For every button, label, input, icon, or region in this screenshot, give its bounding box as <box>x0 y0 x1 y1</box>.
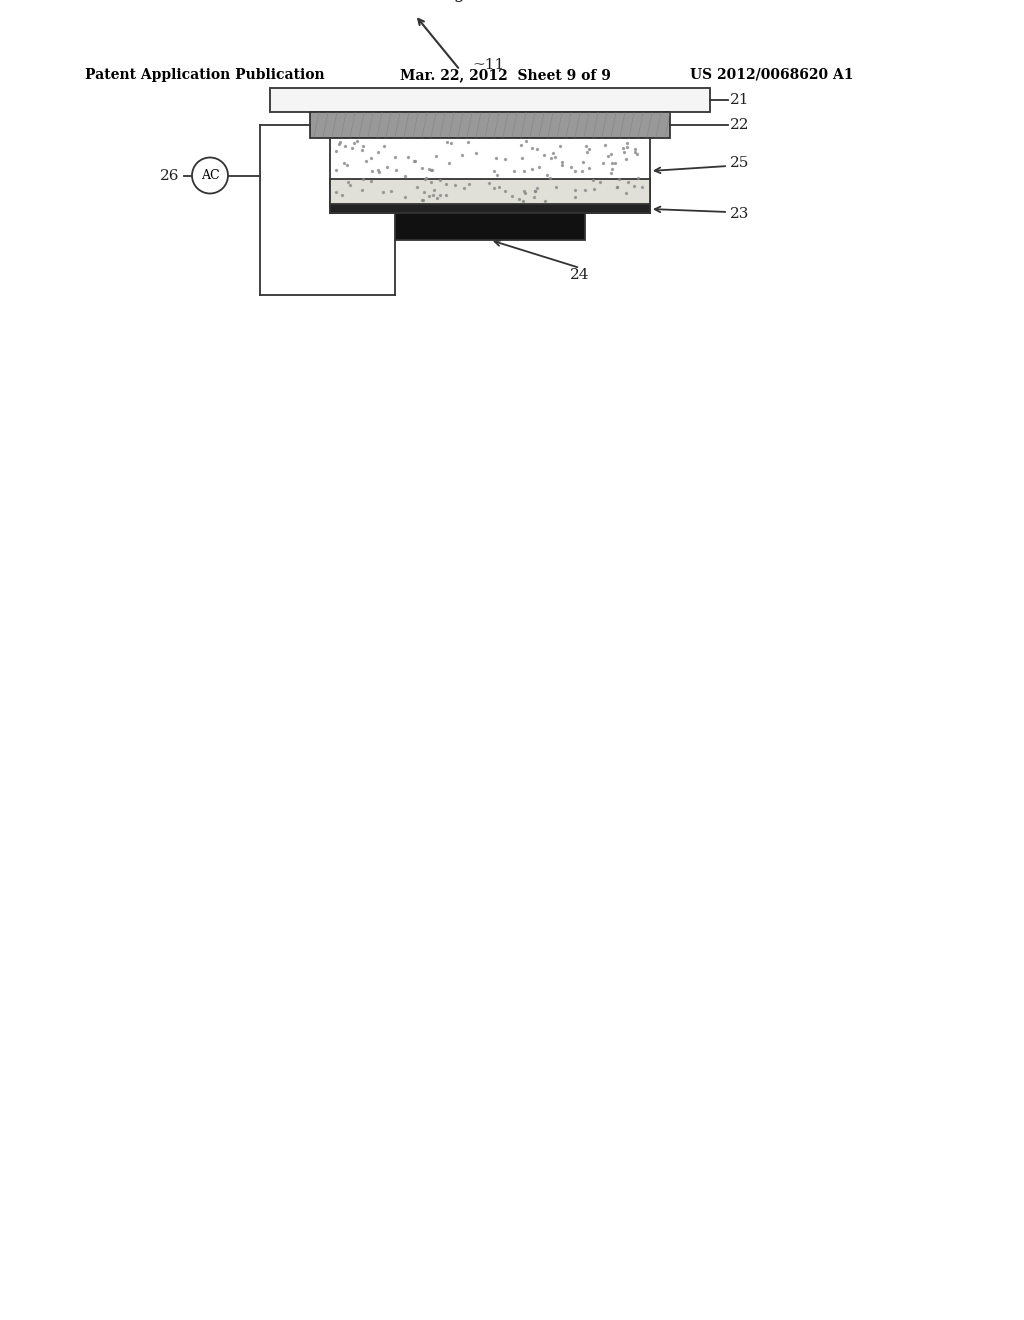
Text: 22: 22 <box>730 117 750 132</box>
Text: Mar. 22, 2012  Sheet 9 of 9: Mar. 22, 2012 Sheet 9 of 9 <box>400 69 611 82</box>
Text: AC: AC <box>201 169 219 182</box>
Bar <box>330 180 650 205</box>
Text: 25: 25 <box>730 156 750 170</box>
Text: ~11: ~11 <box>472 58 504 73</box>
Text: Light: Light <box>436 0 484 3</box>
Text: 24: 24 <box>570 268 590 282</box>
Circle shape <box>193 157 228 194</box>
Text: 26: 26 <box>160 169 179 182</box>
Text: 21: 21 <box>730 92 750 107</box>
Bar <box>330 205 650 213</box>
Text: Patent Application Publication: Patent Application Publication <box>85 69 325 82</box>
Bar <box>330 139 650 213</box>
Text: 23: 23 <box>730 207 750 220</box>
Bar <box>310 112 670 139</box>
Bar <box>395 213 585 240</box>
Text: US 2012/0068620 A1: US 2012/0068620 A1 <box>690 69 853 82</box>
Bar <box>270 88 710 112</box>
